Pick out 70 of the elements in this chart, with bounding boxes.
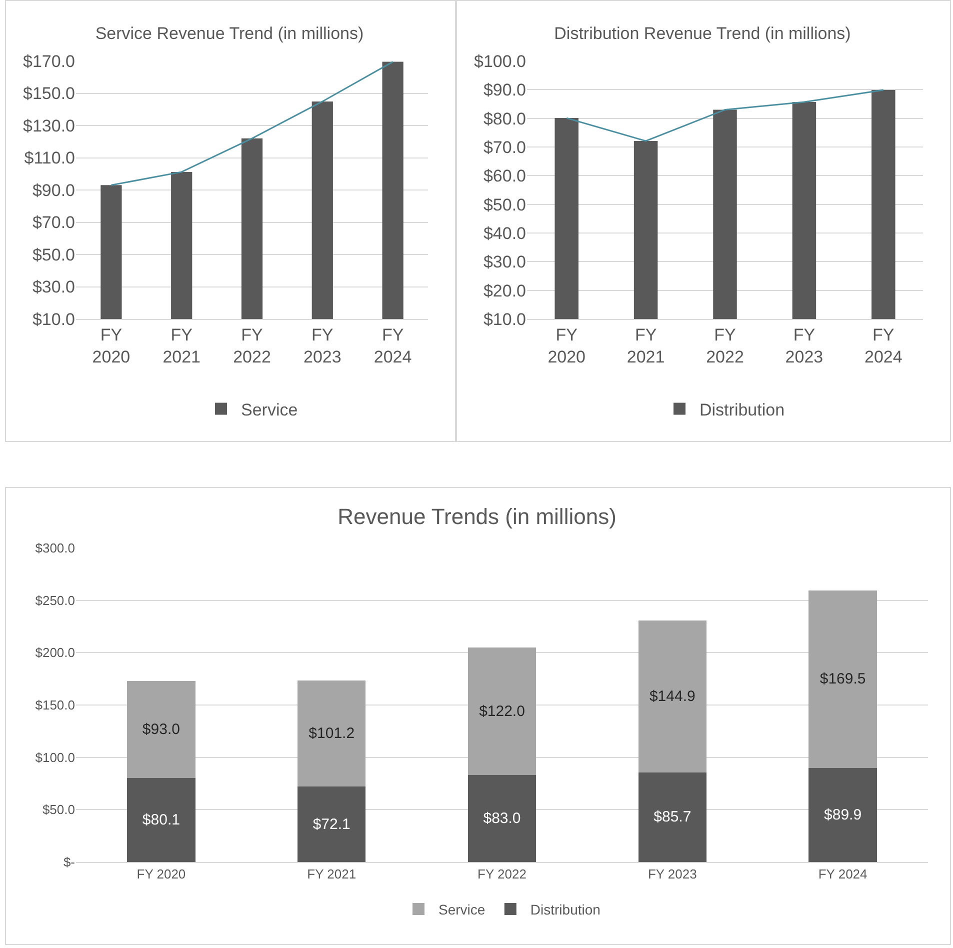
- chart-title: Revenue Trends (in millions): [338, 504, 616, 529]
- x-tick-label: FY 2021: [307, 866, 356, 882]
- chart-title: Service Revenue Trend (in millions): [95, 24, 364, 44]
- y-tick-label: $20.0: [483, 281, 526, 300]
- y-tick-label: $30.0: [32, 278, 75, 297]
- y-tick-label: $10.0: [483, 310, 526, 329]
- legend-label: Distribution: [530, 901, 600, 918]
- legend-label: Service: [241, 400, 298, 420]
- bar: [638, 772, 706, 862]
- x-tick-label: FY 2020: [548, 325, 586, 366]
- bar: [298, 680, 366, 787]
- y-tick-label: $40.0: [483, 224, 526, 243]
- data-label: $85.7: [654, 808, 692, 826]
- legend-label: Distribution: [700, 400, 785, 420]
- x-tick-label: FY 2023: [785, 325, 824, 366]
- y-tick-label: $90.0: [32, 180, 75, 200]
- x-tick-label: FY 2021: [162, 325, 201, 366]
- x-tick-label: FY 2024: [374, 325, 412, 366]
- bar: [298, 786, 366, 862]
- x-tick-label: FY 2021: [626, 325, 665, 366]
- x-tick-label: FY 2020: [136, 866, 186, 882]
- line-series: [566, 89, 884, 142]
- x-tick-label: FY 2024: [818, 866, 868, 882]
- bar: [468, 647, 536, 776]
- data-label: $93.0: [142, 720, 180, 738]
- data-label: $144.9: [649, 688, 696, 705]
- data-label: $89.9: [824, 806, 862, 824]
- bar: [808, 590, 877, 768]
- bar: [468, 775, 536, 862]
- bar: [638, 620, 706, 772]
- y-tick-label: $50.0: [32, 245, 75, 264]
- data-label: $80.1: [142, 812, 180, 829]
- bar: [127, 680, 196, 778]
- x-tick-label: FY 2024: [864, 325, 902, 366]
- chart-title: Distribution Revenue Trend (in millions): [554, 24, 851, 44]
- data-label: $72.1: [312, 816, 350, 833]
- y-tick-label: $80.0: [483, 109, 526, 128]
- y-tick-label: $-: [63, 854, 75, 870]
- y-tick-label: $50.0: [42, 802, 75, 818]
- x-tick-label: FY 2023: [648, 866, 697, 882]
- data-label: $101.2: [308, 725, 355, 742]
- line-series: [110, 61, 394, 186]
- y-tick-label: $50.0: [483, 195, 526, 214]
- y-tick-label: $70.0: [483, 138, 526, 157]
- y-tick-label: $100.0: [474, 52, 526, 71]
- y-tick-label: $150.0: [23, 84, 75, 104]
- bar: [127, 778, 196, 862]
- data-label: $83.0: [483, 810, 521, 828]
- x-tick-label: FY 2022: [706, 325, 744, 366]
- x-tick-label: FY 2022: [478, 866, 526, 882]
- legend-label: Service: [438, 901, 486, 918]
- y-tick-label: $70.0: [32, 213, 75, 232]
- y-tick-label: $110.0: [24, 148, 75, 168]
- data-label: $122.0: [479, 702, 525, 720]
- bar: [808, 768, 877, 862]
- y-tick-label: $170.0: [23, 52, 75, 71]
- y-tick-label: $130.0: [23, 116, 75, 136]
- y-tick-label: $90.0: [483, 80, 526, 100]
- y-tick-label: $30.0: [483, 252, 526, 272]
- x-tick-label: FY 2022: [233, 325, 271, 366]
- y-tick-label: $60.0: [483, 166, 526, 186]
- data-label: $169.5: [820, 670, 866, 688]
- y-tick-label: $300.0: [35, 540, 75, 556]
- x-tick-label: FY 2020: [92, 325, 130, 366]
- y-tick-label: $10.0: [32, 310, 75, 329]
- y-tick-label: $250.0: [35, 592, 75, 608]
- y-tick-label: $200.0: [35, 645, 75, 660]
- x-tick-label: FY 2023: [303, 325, 342, 366]
- y-tick-label: $150.0: [35, 698, 75, 713]
- y-tick-label: $100.0: [35, 750, 75, 765]
